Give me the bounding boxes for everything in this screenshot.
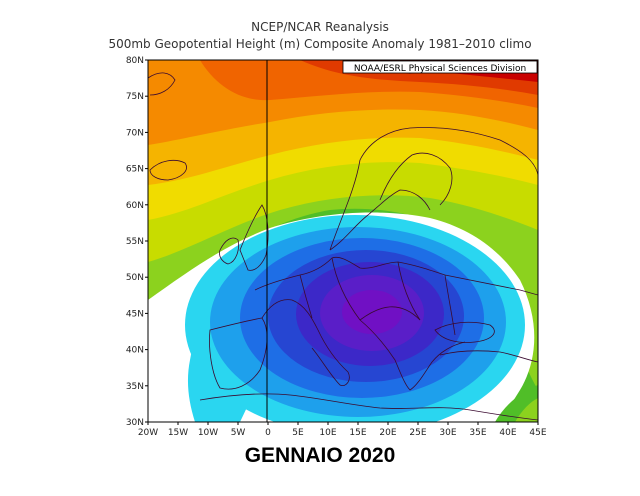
credit-box <box>342 60 538 74</box>
lon-tick-label: 15E <box>349 428 366 438</box>
lon-tick-label: 0 <box>265 428 271 438</box>
lat-tick-label: 40N <box>126 346 144 356</box>
lat-tick-label: 70N <box>126 128 144 138</box>
lon-tick-label: 20W <box>138 428 158 438</box>
lon-tick-label: 5W <box>231 428 246 438</box>
lon-tick-label: 35E <box>469 428 486 438</box>
lon-tick-label: 15W <box>168 428 188 438</box>
lat-tick-label: 60N <box>126 201 144 211</box>
anomaly-field <box>148 60 538 422</box>
lon-tick-label: 10W <box>198 428 218 438</box>
coastlines <box>148 63 538 421</box>
longitude-axis: 20W 15W 10W 5W 0 5E 10E 15E 20E 25E 30E 35E 40E 45E <box>138 422 547 438</box>
lat-tick-label: 35N <box>126 382 144 392</box>
lat-tick-label: 45N <box>126 309 144 319</box>
lat-tick-label: 80N <box>126 56 144 66</box>
lon-tick-label: 45E <box>529 428 546 438</box>
credit-text: NOAA/ESRL Physical Sciences Division <box>354 64 526 74</box>
lon-tick-label: 5E <box>292 428 304 438</box>
lat-tick-label: 65N <box>126 165 144 175</box>
lon-tick-label: 30E <box>439 428 456 438</box>
band-pos-se2 <box>515 398 538 422</box>
lon-tick-label: 10E <box>319 428 336 438</box>
lat-tick-label: 50N <box>126 273 144 283</box>
lat-tick-label: 55N <box>126 237 144 247</box>
latitude-axis: 30N 35N 40N 45N 50N 55N 60N 65N 70N 75N 80N <box>126 56 148 428</box>
caption-month: GENNAIO 2020 <box>244 444 396 467</box>
map-subtitle: 500mb Geopotential Height (m) Composite … <box>108 37 532 51</box>
lat-tick-label: 75N <box>126 92 144 102</box>
lon-tick-label: 40E <box>499 428 516 438</box>
map-title: NCEP/NCAR Reanalysis <box>251 20 389 34</box>
lon-tick-label: 20E <box>379 428 396 438</box>
lon-tick-label: 25E <box>409 428 426 438</box>
lat-tick-label: 30N <box>126 418 144 428</box>
